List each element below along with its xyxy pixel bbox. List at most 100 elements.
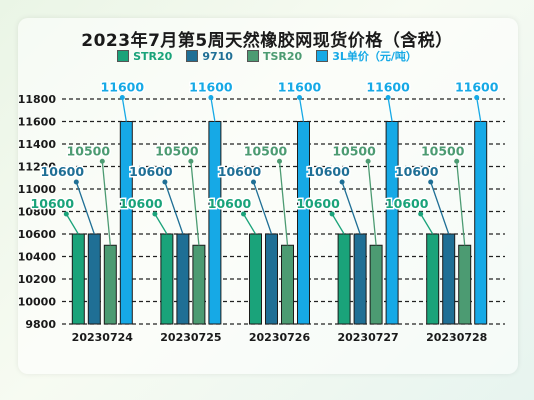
leader-dot (339, 179, 345, 185)
leader-dot (99, 158, 105, 164)
data-label: 10600 (218, 164, 262, 179)
data-label: 10500 (155, 143, 199, 158)
leader-line (252, 181, 273, 235)
data-label: 10600 (306, 164, 350, 179)
leader-dot (297, 95, 302, 100)
y-tick-label: 11200 (18, 161, 57, 174)
bar-tsr20-20230726 (281, 244, 294, 325)
leader-dot (73, 179, 79, 185)
data-label: 10500 (421, 143, 465, 158)
bar-9710-20230726 (265, 233, 278, 325)
bar-3l-20230727 (385, 121, 399, 325)
bar-9710-20230728 (442, 233, 456, 325)
leader-line (430, 181, 450, 235)
leader-dot (385, 95, 391, 100)
leader-line (331, 213, 345, 235)
leader-dot (119, 95, 125, 100)
y-tick-label: 10800 (18, 206, 57, 219)
leader-line (164, 181, 184, 235)
data-label: 11600 (366, 80, 410, 95)
leader-line (154, 213, 168, 235)
data-label: 10500 (67, 143, 111, 158)
leader-line (387, 97, 393, 122)
data-label: 10600 (119, 196, 163, 211)
data-label: 10600 (208, 196, 252, 211)
legend-swatch-9710 (186, 50, 199, 62)
data-label: 10600 (41, 164, 85, 179)
x-category-label: 20230728 (426, 331, 487, 344)
leader-dot (162, 179, 168, 185)
legend-label-9710: 9710 (202, 49, 233, 63)
legend-swatch-3l (316, 50, 329, 62)
legend-item-3l: 3L单价（元/吨） (316, 48, 417, 64)
leader-line (121, 97, 127, 122)
bar-str20-20230724 (71, 233, 85, 325)
leader-dot (208, 95, 214, 100)
legend-label-str20: STR20 (133, 49, 173, 63)
data-label: 11600 (189, 80, 233, 95)
legend-item-9710: 9710 (186, 48, 233, 64)
bar-str20-20230725 (160, 233, 174, 325)
leader-line (101, 161, 111, 246)
bar-9710-20230725 (176, 233, 190, 325)
data-label: 10600 (129, 164, 173, 179)
bar-3l-20230726 (297, 121, 310, 325)
data-label: 10600 (395, 164, 439, 179)
data-label: 10600 (296, 196, 340, 211)
y-tick-label: 10600 (18, 228, 57, 241)
leader-dot (454, 158, 460, 164)
bar-tsr20-20230727 (369, 244, 383, 325)
leader-line (298, 97, 305, 122)
y-tick-label: 11400 (18, 138, 57, 151)
bar-3l-20230725 (208, 121, 222, 325)
data-label: 10500 (332, 143, 376, 158)
bar-3l-20230724 (119, 121, 133, 325)
bar-tsr20-20230725 (192, 244, 206, 325)
legend-label-3l: 3L单价（元/吨） (332, 50, 417, 63)
bar-9710-20230727 (353, 233, 367, 325)
leader-line (210, 97, 216, 122)
leader-dot (418, 211, 424, 217)
leader-dot (428, 179, 434, 185)
legend-swatch-tsr20 (246, 50, 259, 62)
leader-line (456, 161, 466, 246)
y-tick-label: 10000 (18, 296, 57, 309)
leader-line (341, 181, 361, 235)
y-tick-label: 10400 (18, 251, 57, 264)
y-tick-label: 11800 (18, 93, 57, 106)
leader-dot (241, 211, 246, 217)
legend-swatch-str20 (117, 50, 130, 62)
leader-dot (251, 179, 256, 185)
bar-tsr20-20230728 (458, 244, 472, 325)
leader-line (420, 213, 434, 235)
leader-line (367, 161, 377, 246)
leader-line (242, 213, 257, 235)
bar-tsr20-20230724 (103, 244, 117, 325)
chart-legend: STR20 9710 TSR20 3L单价（元/吨） (0, 48, 534, 64)
data-label: 10600 (31, 196, 75, 211)
x-category-label: 20230726 (249, 331, 311, 344)
bar-9710-20230724 (87, 233, 101, 325)
y-tick-label: 11000 (18, 183, 57, 196)
x-category-label: 20230725 (160, 331, 221, 344)
legend-item-tsr20: TSR20 (246, 48, 303, 64)
leader-dot (63, 211, 69, 217)
legend-label-tsr20: TSR20 (262, 49, 303, 63)
y-tick-label: 11600 (18, 116, 57, 129)
leader-dot (277, 158, 282, 164)
legend-item-str20: STR20 (117, 48, 172, 64)
bar-str20-20230727 (337, 233, 351, 325)
leader-dot (474, 95, 480, 100)
leader-line (65, 213, 79, 235)
data-label: 11600 (101, 80, 145, 95)
y-tick-label: 9800 (25, 318, 56, 331)
chart-title: 2023年7月第5周天然橡胶网现货价格（含税） (81, 31, 453, 51)
data-label: 11600 (455, 80, 499, 95)
leader-dot (152, 211, 158, 217)
leader-line (190, 161, 200, 246)
leader-line (75, 181, 95, 235)
data-label: 11600 (278, 80, 322, 95)
leader-line (476, 97, 482, 122)
data-label: 10500 (244, 143, 288, 158)
